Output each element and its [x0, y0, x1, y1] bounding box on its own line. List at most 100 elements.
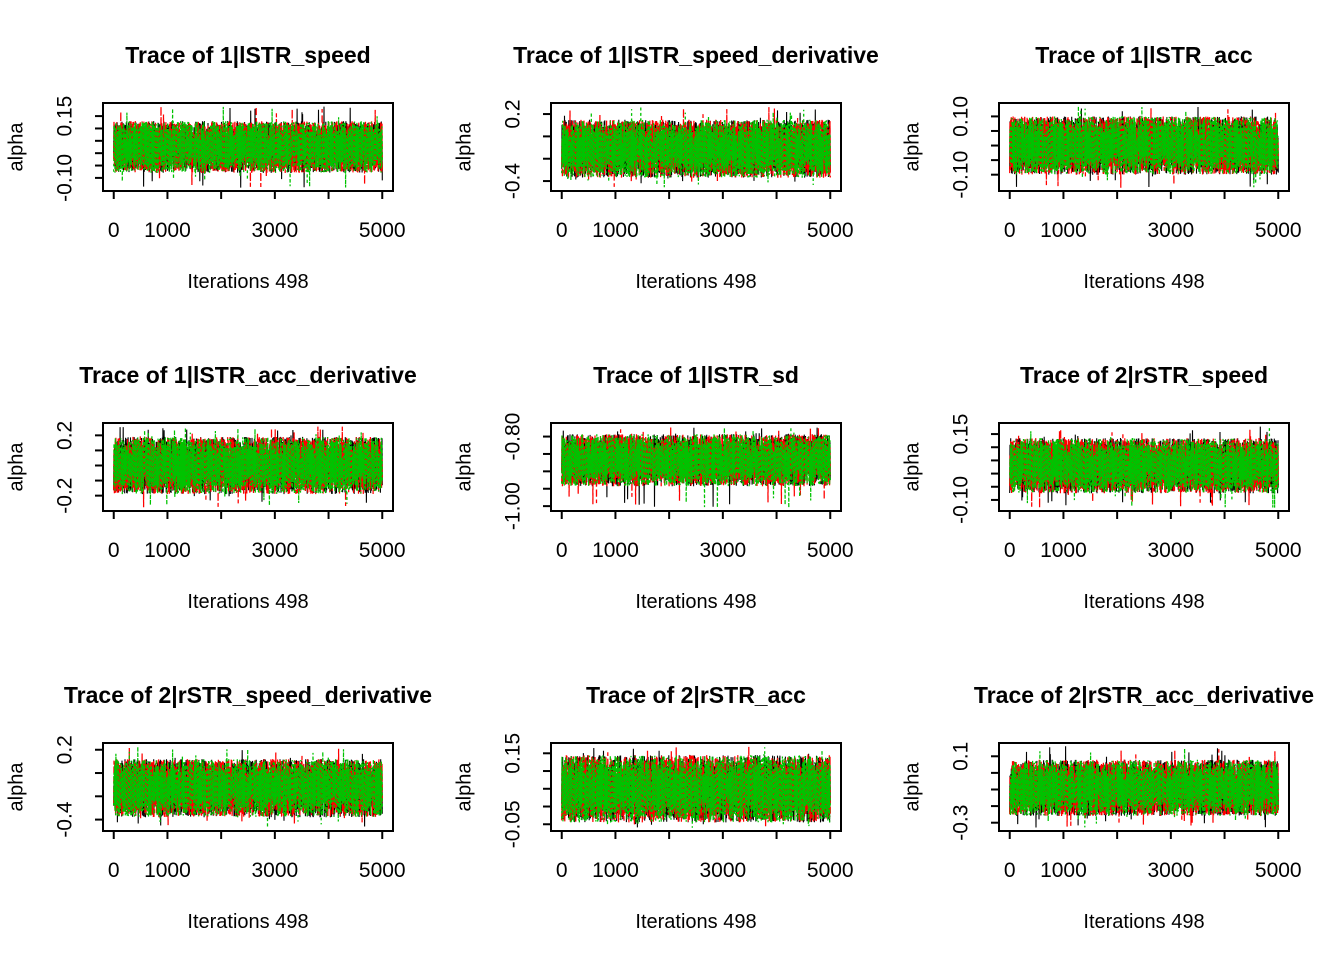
x-tick-label: 3000: [251, 539, 298, 562]
y-tick-label: 0.1: [950, 742, 973, 771]
x-tick-label: 0: [1004, 219, 1016, 242]
plot-title: Trace of 2|rSTR_acc_derivative: [974, 682, 1314, 708]
trace-plot-svg-6: -0.10 0.15 0 1000 3000 5000 Trace of 2|rSTR_sp…: [901, 362, 1302, 613]
plot-box: [998, 102, 1290, 192]
trace-line-chain-3: [113, 746, 383, 828]
y-tick-label: -0.3: [950, 805, 973, 841]
y-axis-label: alpha: [5, 122, 27, 172]
x-tick-label: 3000: [251, 219, 298, 242]
trace-lines: [113, 746, 383, 828]
y-tick-label: -0.4: [502, 163, 525, 200]
x-tick-label: 3000: [699, 219, 746, 242]
y-tick-label: -0.10: [54, 154, 77, 202]
plot-title: Trace of 2|rSTR_acc: [586, 682, 806, 708]
trace-plot-svg-4: -0.2 0.2 0 1000 3000 5000 Trace of 1|lSTR_acc_…: [5, 362, 417, 613]
trace-plot-svg-8: -0.05 0.15 0 1000 3000 5000 Trace of 2|rSTR_ac…: [453, 682, 854, 933]
y-tick-label: -0.2: [54, 478, 77, 514]
x-tick-label: 5000: [807, 859, 854, 882]
x-tick-label: 5000: [1255, 219, 1302, 242]
trace-plot-cell-5: -1.00 -0.80 0 1000 3000 5000 Trace of 1|lSTR_s…: [448, 320, 896, 640]
y-tick-label: -0.80: [502, 413, 525, 461]
trace-lines: [113, 426, 383, 508]
y-axis-label: alpha: [5, 442, 27, 492]
plot-title: Trace of 1|lSTR_acc: [1035, 42, 1253, 68]
x-tick-label: 3000: [699, 859, 746, 882]
x-tick-label: 3000: [1147, 859, 1194, 882]
y-tick-label: 0.15: [950, 414, 973, 455]
trace-plot-cell-1: -0.10 0.15 0 1000 3000 5000 Trace of 1|lSTR_sp…: [0, 0, 448, 320]
x-tick-label: 5000: [807, 539, 854, 562]
plot-box: [998, 422, 1290, 512]
trace-plot-svg-2: -0.4 0.2 0 1000 3000 5000 Trace of 1|lSTR_spee…: [453, 42, 879, 293]
x-tick-label: 0: [556, 539, 568, 562]
trace-plot-svg-3: -0.10 0.10 0 1000 3000 5000 Trace of 1|lSTR_ac…: [901, 42, 1302, 293]
x-axis-label: Iterations 498: [1083, 591, 1204, 613]
trace-lines: [561, 426, 831, 508]
x-tick-label: 5000: [1255, 859, 1302, 882]
x-tick-label: 5000: [1255, 539, 1302, 562]
y-tick-label: -0.4: [54, 801, 77, 838]
y-tick-label: -0.05: [502, 800, 525, 848]
y-tick-label: 0.2: [54, 735, 77, 764]
x-tick-label: 1000: [592, 539, 639, 562]
y-tick-label: 0.15: [54, 96, 77, 137]
trace-plot-svg-9: -0.3 0.1 0 1000 3000 5000 Trace of 2|rSTR_acc_…: [901, 682, 1314, 933]
x-tick-label: 0: [108, 539, 120, 562]
x-tick-label: 3000: [1147, 539, 1194, 562]
x-tick-label: 0: [1004, 859, 1016, 882]
trace-plot-cell-9: -0.3 0.1 0 1000 3000 5000 Trace of 2|rSTR_acc_…: [896, 640, 1344, 960]
trace-line-chain-3: [1009, 748, 1279, 828]
trace-line-chain-3: [561, 426, 831, 508]
trace-line-chain-3: [1009, 426, 1279, 508]
x-axis-label: Iterations 498: [187, 591, 308, 613]
plot-box: [550, 102, 842, 192]
trace-plot-cell-2: -0.4 0.2 0 1000 3000 5000 Trace of 1|lSTR_spee…: [448, 0, 896, 320]
y-tick-label: 0.2: [54, 421, 77, 450]
trace-lines: [561, 106, 831, 188]
x-tick-label: 0: [1004, 539, 1016, 562]
x-tick-label: 3000: [699, 539, 746, 562]
y-tick-label: 0.2: [502, 99, 525, 128]
x-tick-label: 1000: [1040, 219, 1087, 242]
x-tick-label: 1000: [592, 219, 639, 242]
trace-line-chain-3: [1009, 106, 1279, 188]
trace-plot-cell-7: -0.4 0.2 0 1000 3000 5000 Trace of 2|rSTR_spee…: [0, 640, 448, 960]
plot-title: Trace of 1|lSTR_sd: [593, 362, 799, 388]
x-tick-label: 1000: [1040, 859, 1087, 882]
plot-title: Trace of 1|lSTR_acc_derivative: [79, 362, 417, 388]
y-axis-label: alpha: [5, 762, 27, 812]
x-axis-label: Iterations 498: [635, 911, 756, 933]
y-axis-label: alpha: [901, 442, 923, 492]
x-tick-label: 5000: [359, 539, 406, 562]
trace-plot-cell-8: -0.05 0.15 0 1000 3000 5000 Trace of 2|rSTR_ac…: [448, 640, 896, 960]
plot-title: Trace of 1|lSTR_speed_derivative: [513, 42, 879, 68]
x-tick-label: 1000: [144, 539, 191, 562]
trace-plot-svg-5: -1.00 -0.80 0 1000 3000 5000 Trace of 1|lSTR_s…: [453, 362, 854, 613]
plot-box: [102, 742, 394, 832]
trace-plot-svg-7: -0.4 0.2 0 1000 3000 5000 Trace of 2|rSTR_spee…: [5, 682, 432, 933]
y-tick-label: -0.10: [950, 476, 973, 524]
x-tick-label: 3000: [251, 859, 298, 882]
plot-title: Trace of 2|rSTR_speed: [1020, 362, 1268, 388]
trace-lines: [561, 746, 831, 828]
x-axis-label: Iterations 498: [187, 271, 308, 293]
plot-title: Trace of 1|lSTR_speed: [125, 42, 370, 68]
trace-lines: [1009, 426, 1279, 508]
x-tick-label: 5000: [359, 219, 406, 242]
plot-box: [550, 742, 842, 832]
x-tick-label: 0: [108, 859, 120, 882]
trace-lines: [113, 106, 383, 188]
x-axis-label: Iterations 498: [187, 911, 308, 933]
plot-box: [550, 422, 842, 512]
y-axis-label: alpha: [453, 442, 475, 492]
x-axis-label: Iterations 498: [1083, 271, 1204, 293]
trace-plot-svg-1: -0.10 0.15 0 1000 3000 5000 Trace of 1|lSTR_sp…: [5, 42, 406, 293]
plot-box: [102, 422, 394, 512]
x-tick-label: 5000: [807, 219, 854, 242]
x-tick-label: 0: [108, 219, 120, 242]
trace-plot-cell-3: -0.10 0.10 0 1000 3000 5000 Trace of 1|lSTR_ac…: [896, 0, 1344, 320]
trace-lines: [1009, 746, 1279, 828]
y-tick-label: -0.10: [950, 151, 973, 199]
x-tick-label: 1000: [592, 859, 639, 882]
